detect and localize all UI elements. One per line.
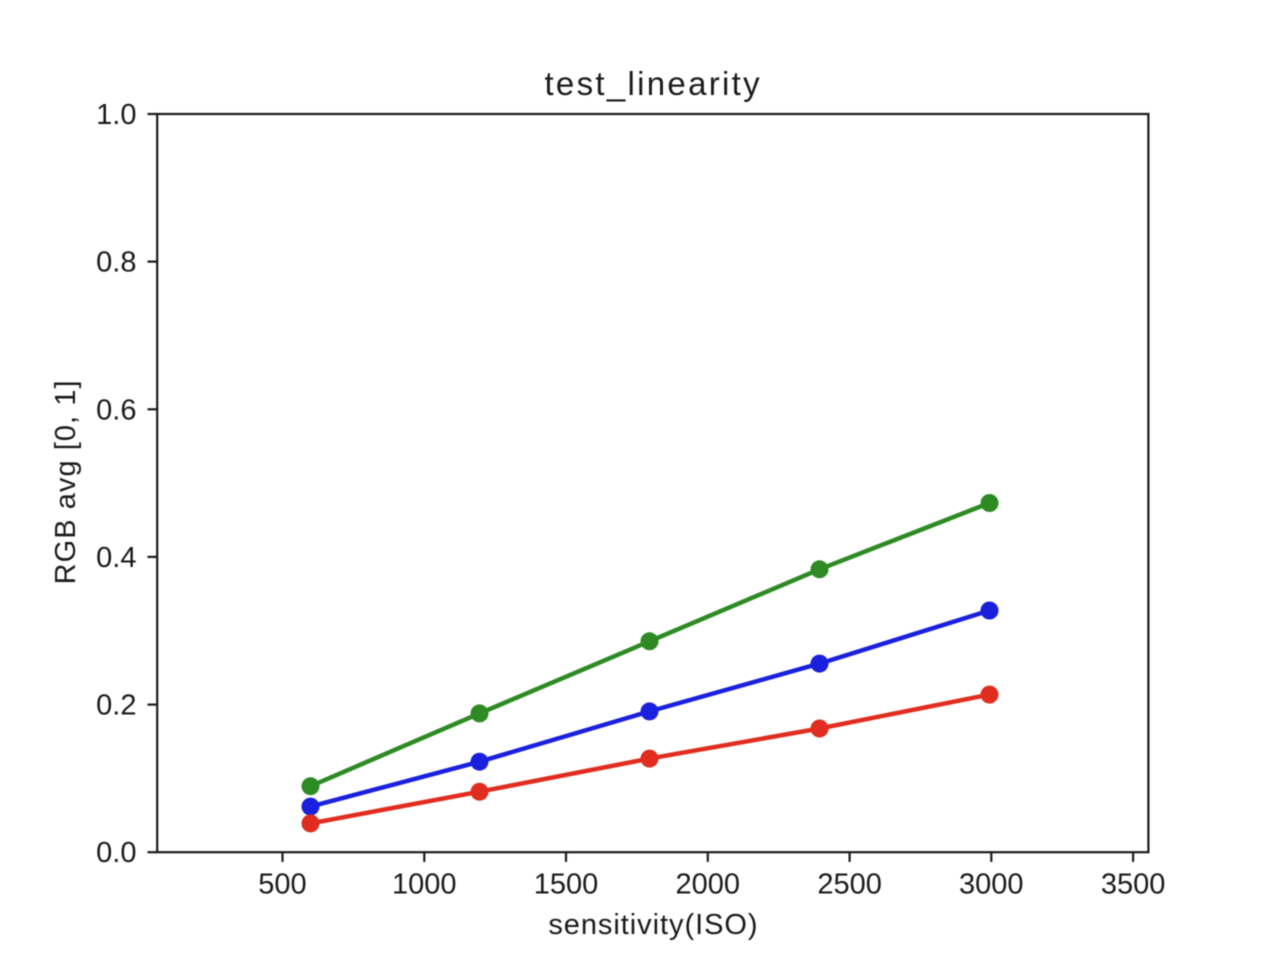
svg-text:1000: 1000 [392, 869, 457, 901]
svg-text:2500: 2500 [817, 869, 882, 901]
svg-text:500: 500 [258, 869, 306, 901]
svg-text:0.0: 0.0 [96, 837, 136, 869]
svg-text:0.8: 0.8 [96, 247, 136, 279]
svg-text:test_linearity: test_linearity [544, 65, 761, 102]
svg-text:2000: 2000 [676, 869, 741, 901]
svg-text:3000: 3000 [959, 869, 1024, 901]
svg-text:sensitivity(ISO): sensitivity(ISO) [548, 909, 758, 941]
svg-text:0.2: 0.2 [96, 690, 136, 722]
svg-text:RGB avg [0, 1]: RGB avg [0, 1] [50, 379, 82, 584]
svg-text:1500: 1500 [534, 869, 599, 901]
svg-text:0.6: 0.6 [96, 394, 136, 426]
svg-text:3500: 3500 [1101, 869, 1166, 901]
svg-text:0.4: 0.4 [96, 542, 136, 574]
svg-text:1.0: 1.0 [96, 99, 136, 131]
